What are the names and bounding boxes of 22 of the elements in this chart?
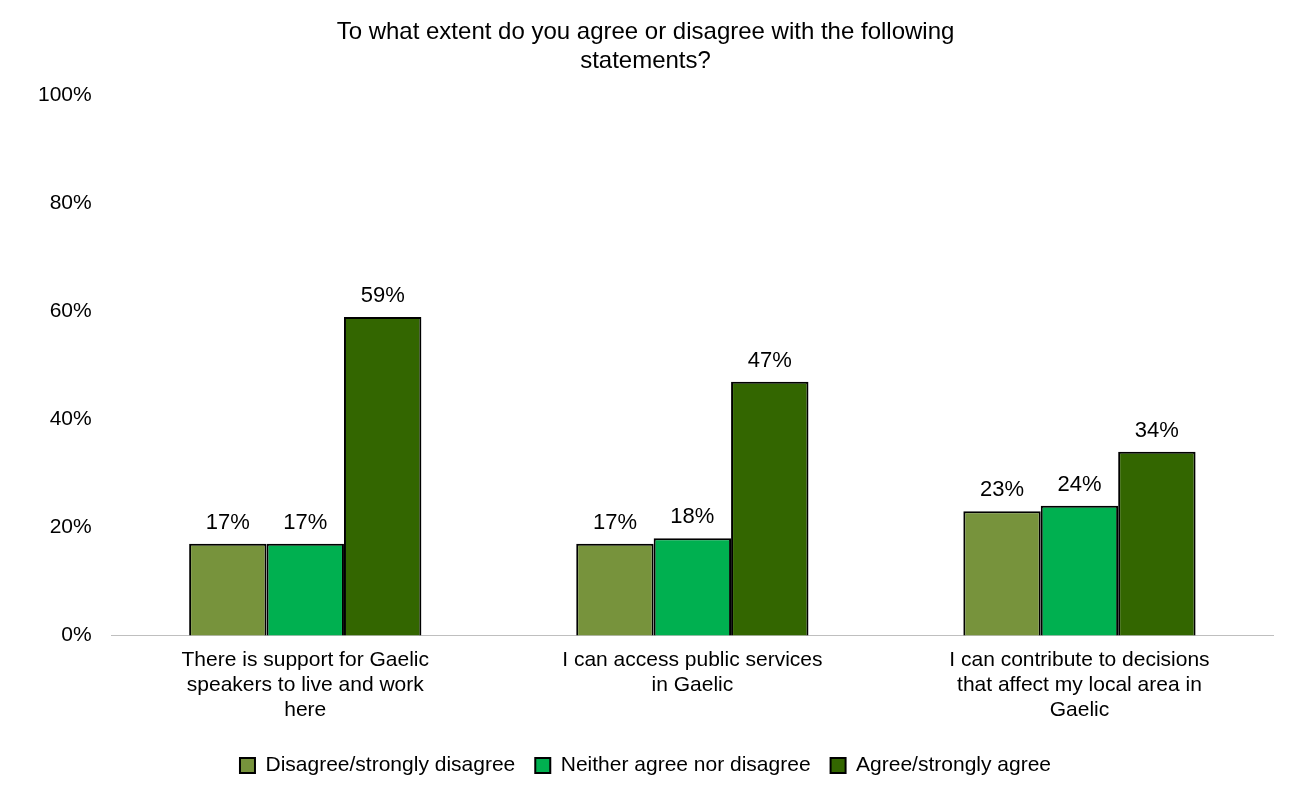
data-label: 59% bbox=[360, 281, 405, 307]
data-label: 17% bbox=[592, 508, 637, 534]
y-tick-label: 0% bbox=[61, 622, 92, 646]
data-label: 34% bbox=[1134, 416, 1179, 442]
data-label: 47% bbox=[747, 346, 792, 372]
y-tick-label: 60% bbox=[49, 298, 92, 322]
data-label: 23% bbox=[980, 476, 1025, 502]
x-tick-label: There is support for Gaelic speakers to live and work here bbox=[181, 646, 429, 721]
y-tick-label: 40% bbox=[49, 406, 92, 430]
y-tick-label: 80% bbox=[49, 190, 92, 214]
legend-label: Neither agree nor disagree bbox=[560, 752, 811, 776]
y-tick-label: 20% bbox=[49, 514, 92, 538]
y-tick-label: 100% bbox=[37, 82, 92, 106]
legend-label: Disagree/strongly disagree bbox=[265, 752, 516, 776]
data-label: 24% bbox=[1057, 470, 1102, 496]
legend-label: Agree/strongly agree bbox=[856, 752, 1052, 776]
data-label: 17% bbox=[205, 508, 250, 534]
data-label: 17% bbox=[283, 508, 328, 534]
chart-title: To what extent do you agree or disagree with the following statements? bbox=[336, 17, 955, 73]
x-tick-label: I can contribute to decisions that affect my local area in Gaelic bbox=[949, 646, 1210, 721]
data-label: 18% bbox=[670, 503, 715, 529]
x-tick-label: I can access public services in Gaelic bbox=[562, 646, 823, 695]
